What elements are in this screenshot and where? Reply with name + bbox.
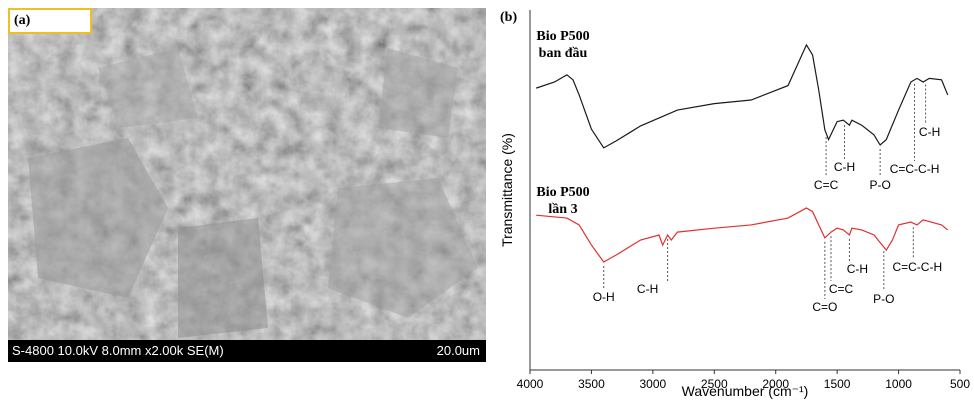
annotation: C=C-C-H <box>892 260 942 274</box>
x-tick-label: 2000 <box>762 377 789 391</box>
annotation: C=C <box>829 282 854 296</box>
annotation: P-O <box>869 178 890 192</box>
annotation: P-O <box>873 292 894 306</box>
y-axis-label: Transmittance (%) <box>499 133 515 247</box>
annotation: C=O <box>812 300 837 314</box>
annotation: C-H <box>834 160 855 174</box>
annotation: C=C-C-H <box>890 162 940 176</box>
sem-info: S-4800 10.0kV 8.0mm x2.00k SE(M) <box>12 343 224 358</box>
annotation: C-H <box>637 282 658 296</box>
sem-texture <box>8 8 486 340</box>
annotation: O-H <box>593 290 615 304</box>
x-tick-label: 1500 <box>824 377 851 391</box>
sem-info-bar: S-4800 10.0kV 8.0mm x2.00k SE(M) 20.0um <box>8 340 486 362</box>
legend-label: Bio P500 lần 3 <box>536 185 590 217</box>
x-tick-label: 4000 <box>517 377 544 391</box>
annotation: C=C <box>814 178 839 192</box>
x-tick-label: 3500 <box>578 377 605 391</box>
legend-label: Bio P500 ban đầu <box>536 29 590 61</box>
annotation: C-H <box>919 125 940 139</box>
x-axis-label: Wavenumber (cm⁻¹) <box>682 383 809 399</box>
panel-label: (b) <box>500 10 518 25</box>
sem-scale: 20.0um <box>436 343 480 358</box>
x-tick-label: 1000 <box>885 377 912 391</box>
x-tick-label: 2500 <box>701 377 728 391</box>
x-tick-label: 3000 <box>640 377 667 391</box>
panel-label: (a) <box>8 8 92 34</box>
annotation: C-H <box>847 262 868 276</box>
x-tick-label: 500 <box>950 377 970 391</box>
sem-image: S-4800 10.0kV 8.0mm x2.00k SE(M) 20.0um <box>8 8 486 362</box>
